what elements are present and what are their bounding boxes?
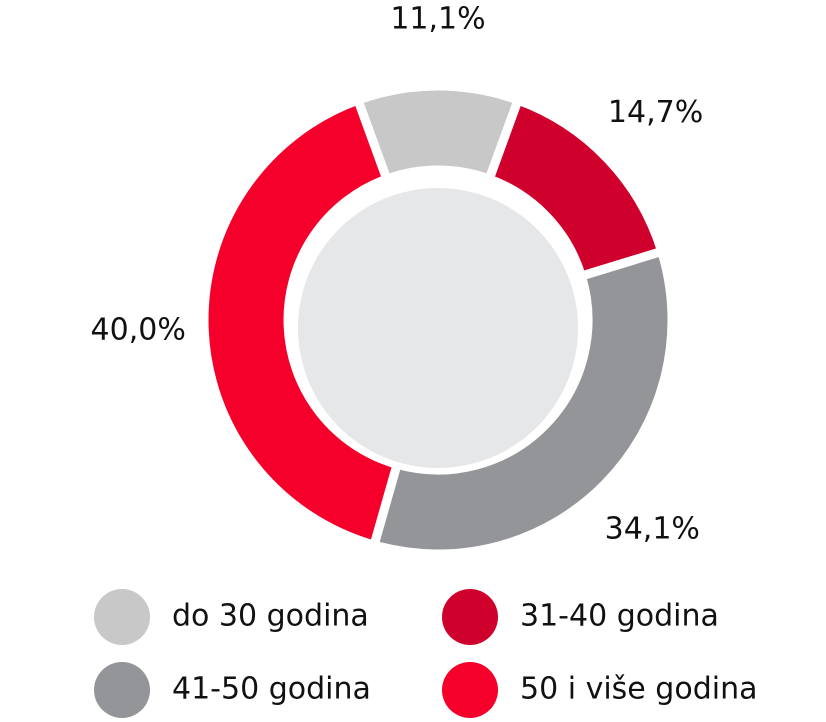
legend-swatch bbox=[94, 662, 150, 718]
legend-label: 41-50 godina bbox=[172, 672, 371, 707]
legend-label: 31-40 godina bbox=[520, 599, 719, 634]
data-label: 11,1% bbox=[390, 2, 485, 37]
data-label: 14,7% bbox=[608, 95, 703, 130]
legend-swatch bbox=[94, 589, 150, 645]
legend-label: 50 i više godina bbox=[520, 672, 757, 707]
data-label: 34,1% bbox=[605, 511, 700, 546]
legend-label: do 30 godina bbox=[172, 599, 369, 634]
legend-swatch bbox=[442, 589, 498, 645]
pie-slice bbox=[368, 245, 677, 559]
pie-slice bbox=[199, 94, 403, 551]
donut-center bbox=[298, 188, 578, 468]
legend-swatch bbox=[442, 662, 498, 718]
data-label: 40,0% bbox=[91, 312, 186, 347]
